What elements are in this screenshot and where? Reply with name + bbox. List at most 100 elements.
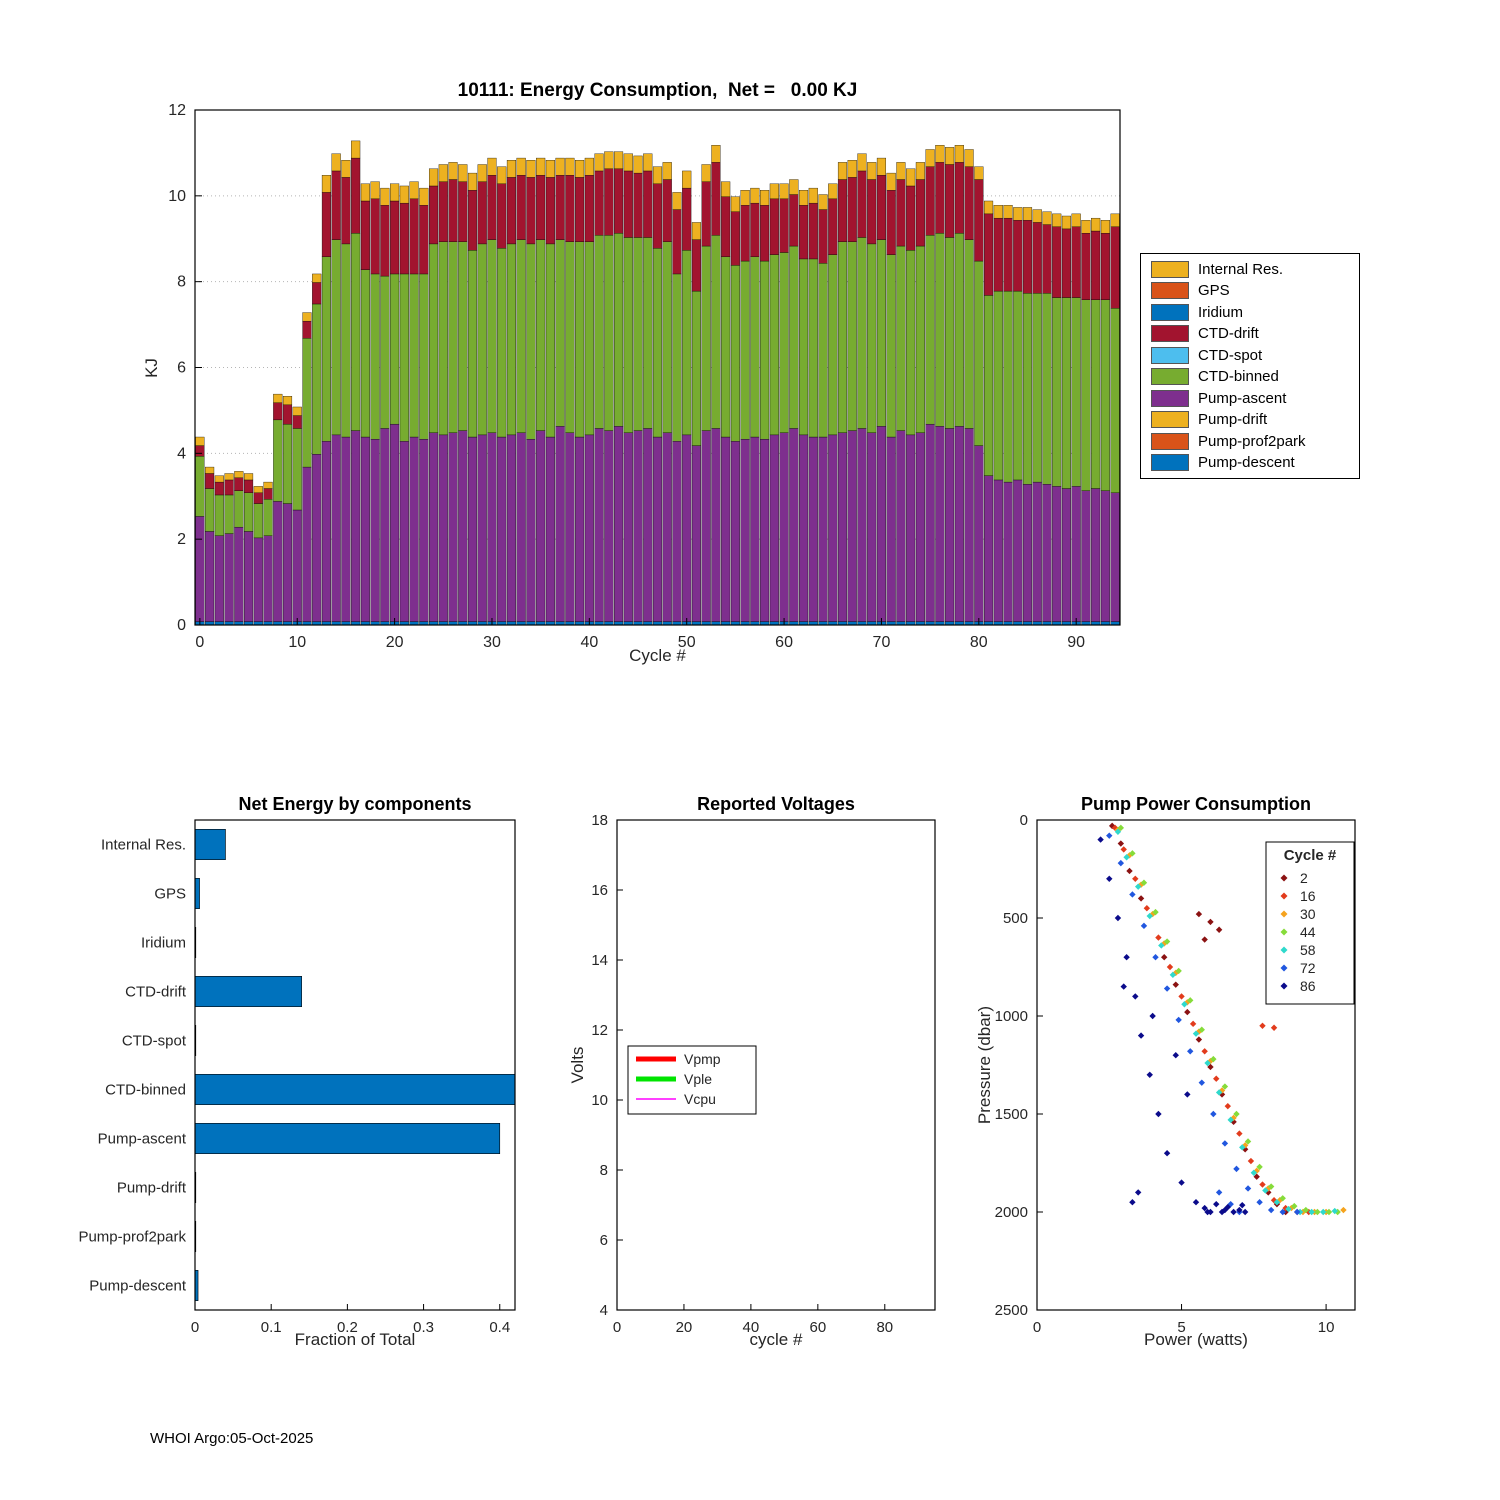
tick-label: 40 [743,1319,760,1336]
scatter-point [1233,1165,1240,1173]
energy-bar-segment [1032,293,1042,483]
energy-bar-segment [954,162,964,234]
energy-bar-segment [672,192,682,210]
energy-bar-segment [458,430,468,622]
scatter-point [1143,905,1151,912]
energy-bar-segment [837,241,848,433]
energy-bar-segment [1091,217,1101,232]
energy-bar-segment [1052,297,1062,487]
energy-bar-segment [536,175,546,240]
scatter-point [1218,1087,1226,1094]
energy-bar-segment [1042,224,1052,294]
energy-bar-segment [857,170,867,238]
scatter-point [1149,1012,1156,1020]
scatter-point [1282,1204,1289,1212]
energy-bar-segment [419,438,429,622]
energy-bar-segment [847,177,857,242]
energy-bar-segment [497,436,507,622]
energy-bar-segment [769,434,779,622]
energy-bar-segment [195,516,205,622]
tick-label: 6 [177,360,186,377]
energy-bar-segment [575,177,585,242]
energy-bar-segment [584,241,594,436]
energy-bar-segment [448,241,458,433]
scatter-point [1308,1208,1315,1216]
axes-box [616,819,936,1311]
energy-bar-segment [1110,308,1120,493]
energy-bar-segment [506,160,517,178]
energy-bar-segment [565,175,575,242]
energy-bar-segment [526,243,536,440]
scatter-point [1117,859,1125,867]
energy-bar-segment [876,239,887,427]
energy-bar-segment [750,436,760,622]
energy-bar-segment [273,501,283,622]
scatter-point [1117,840,1125,847]
energy-bar-segment [273,419,283,502]
energy-bar-segment [779,252,789,433]
scatter-point [1140,922,1148,930]
legend-swatch [1151,432,1189,450]
tick-label: 1000 [995,1008,1028,1025]
energy-xlabel: Cycle # [629,646,686,665]
scatter-point [1155,1110,1162,1118]
energy-bar-segment [584,175,594,242]
tick-label: 0.2 [337,1319,358,1336]
pump-legend-title: Cycle # [1284,847,1337,864]
energy-bar-segment [779,432,789,622]
scatter-point [1273,1199,1281,1206]
energy-bar-segment [438,434,448,622]
legend-item: Pump-descent [1151,453,1349,471]
energy-bar-segment [730,211,740,266]
energy-bar-segment [380,187,390,206]
scatter-point [1184,1091,1191,1098]
energy-bar-segment [691,445,702,622]
legend-item: Pump-ascent [1151,389,1349,407]
scatter-point [1256,1199,1263,1206]
energy-bar-segment [1110,492,1120,622]
energy-bar-segment [312,282,322,305]
legend-marker [1280,946,1288,954]
energy-bar-segment [360,436,370,622]
energy-bar-segment [750,256,760,438]
energy-bar-segment [1110,213,1120,227]
energy-bar-segment [458,181,468,242]
energy-bar-segment [409,273,419,438]
legend-label: Internal Res. [1198,261,1284,278]
energy-bar-segment [652,248,663,438]
tick-label: 12 [168,102,186,119]
tick-label: 18 [591,812,608,829]
energy-bar-segment [516,432,526,622]
energy-bar-segment [205,466,215,474]
energy-bar-segment [467,172,478,191]
scatter-point [1325,1208,1333,1216]
legend-label: Pump-descent [1198,453,1295,471]
net-energy-bar [194,1123,501,1154]
energy-chart: 0 10 20 30 40 50 60 70 80 90 0 2 4 6 8 10 12 [168,102,1121,651]
scatter-point [1187,997,1194,1004]
energy-bar-segment [302,312,312,322]
legend-label: Pump-drift [1198,411,1268,429]
scatter-point [1178,993,1185,1000]
energy-bar-segment [672,273,682,442]
energy-bar-segment [487,239,497,433]
energy-bar-segment [205,473,215,489]
energy-bar-segment [701,430,711,622]
energy-bar-segment [575,436,585,622]
net-energy-xlabel: Fraction of Total [294,1330,416,1349]
energy-bar-segment [652,166,663,184]
scatter-point [1241,1146,1249,1153]
scatter-point [1230,1208,1237,1216]
net-energy-chart: Internal Res. GPS Iridium CTD-drift CTD-spot… [78,819,516,1336]
energy-bar-segment [594,428,604,622]
energy-bar-segment [1042,293,1052,485]
energy-bar-segment [409,181,419,200]
energy-bar-segment [331,170,341,240]
energy-bar-segment [584,434,594,622]
energy-bar-segment [458,164,468,182]
energy-bar-segment [448,179,458,242]
voltages-title: Reported Voltages [697,794,855,814]
energy-bar-segment [711,428,721,622]
energy-bar-segment [224,494,234,534]
